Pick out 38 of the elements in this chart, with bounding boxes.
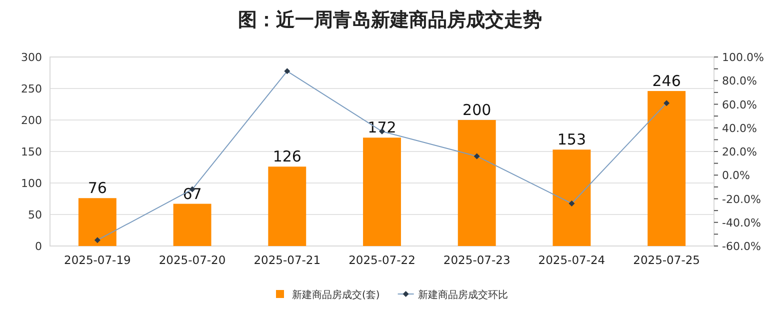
bar — [363, 138, 401, 246]
x-tick-label: 2025-07-21 — [254, 253, 321, 267]
bar — [648, 91, 686, 246]
legend-label: 新建商品房成交环比 — [418, 289, 508, 301]
data-label: 76 — [88, 179, 107, 198]
bar — [458, 120, 496, 246]
data-label: 246 — [652, 72, 681, 90]
x-tick-label: 2025-07-22 — [348, 253, 416, 267]
x-tick-label: 2025-07-23 — [443, 253, 510, 267]
y2-tick-label: 20.0% — [722, 146, 757, 158]
bar — [552, 150, 591, 246]
legend-label: 新建商品房成交(套) — [292, 289, 380, 301]
y2-tick-label: 80.0% — [722, 74, 757, 88]
y-tick-label: 150 — [21, 146, 42, 158]
y-tick-label: 50 — [28, 208, 42, 222]
y2-tick-label: -20.0% — [722, 192, 761, 206]
y2-tick-label: 60.0% — [722, 98, 757, 112]
y2-tick-label: -40.0% — [722, 216, 761, 230]
data-label: 200 — [462, 101, 492, 119]
y2-tick-label: 40.0% — [722, 122, 757, 135]
y2-tick-label: 0.0% — [722, 169, 750, 182]
y-tick-label: 200 — [21, 114, 42, 127]
y2-tick-label: 100.0% — [722, 51, 764, 64]
data-label: 153 — [557, 130, 586, 149]
y-tick-label: 0 — [35, 240, 42, 253]
x-tick-label: 2025-07-19 — [64, 253, 131, 267]
x-tick-label: 2025-07-20 — [158, 253, 226, 267]
chart-title: 图：近一周青岛新建商品房成交走势 — [238, 9, 542, 31]
bar — [78, 198, 116, 246]
y-tick-label: 300 — [21, 51, 42, 64]
bar — [268, 166, 306, 246]
x-tick-label: 2025-07-24 — [538, 253, 606, 267]
x-tick-label: 2025-07-25 — [633, 253, 700, 267]
data-label: 126 — [272, 148, 302, 166]
y-tick-label: 250 — [21, 82, 42, 96]
y2-tick-label: -60.0% — [722, 240, 761, 253]
bar — [173, 204, 212, 246]
y-tick-label: 100 — [21, 177, 42, 190]
